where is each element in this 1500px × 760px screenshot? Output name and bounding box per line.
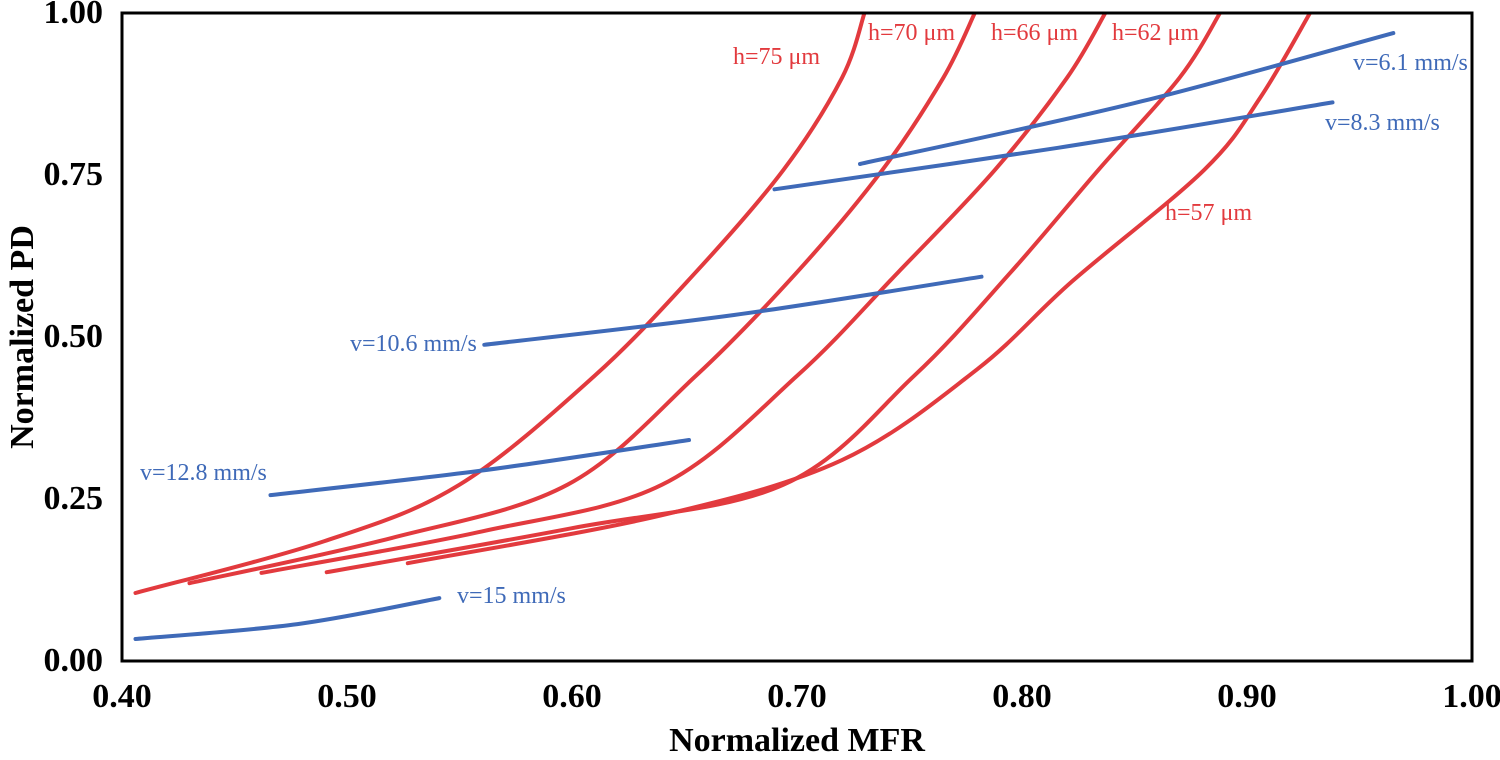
x-tick-label-0.50: 0.50 xyxy=(317,678,377,715)
y-tick-label-0.00: 0.00 xyxy=(43,642,104,679)
curve-label-v-15: v=15 mm/s xyxy=(457,583,566,609)
curve-h-66 xyxy=(259,13,1108,575)
curve-v-15 xyxy=(133,596,442,641)
curve-h-70 xyxy=(187,13,977,586)
x-tick-label-0.80: 0.80 xyxy=(992,678,1052,715)
y-tick-label-0.50: 0.50 xyxy=(43,318,104,355)
curve-label-h-70: h=70 μm xyxy=(868,20,956,46)
curve-h-75 xyxy=(133,13,867,595)
curve-h-62 xyxy=(324,13,1222,575)
y-tick-label-0.75: 0.75 xyxy=(43,156,104,193)
x-tick-label-0.90: 0.90 xyxy=(1217,678,1277,715)
y-tick-label-1.00: 1.00 xyxy=(43,0,104,31)
plot-border xyxy=(120,11,1474,663)
curve-label-h-57: h=57 μm xyxy=(1165,200,1253,226)
curve-v-6-1 xyxy=(858,31,1396,166)
x-tick-label-1.00: 1.00 xyxy=(1442,678,1500,715)
curve-label-v-6-1: v=6.1 mm/s xyxy=(1353,50,1468,76)
curve-v-8-3 xyxy=(772,100,1335,192)
curve-v-10-6 xyxy=(482,274,984,347)
y-tick-label-0.25: 0.25 xyxy=(43,480,104,517)
curve-label-h-75: h=75 μm xyxy=(733,44,821,70)
curve-h-57 xyxy=(405,13,1312,566)
curve-label-h-62: h=62 μm xyxy=(1112,20,1200,46)
x-axis-title: Normalized MFR xyxy=(669,722,925,759)
curve-label-v-10-6: v=10.6 mm/s xyxy=(350,331,477,357)
curve-v-12-8 xyxy=(268,438,691,498)
x-tick-label-0.40: 0.40 xyxy=(92,678,152,715)
curve-label-v-12-8: v=12.8 mm/s xyxy=(140,460,267,486)
x-tick-label-0.70: 0.70 xyxy=(767,678,827,715)
x-tick-label-0.60: 0.60 xyxy=(542,678,602,715)
curve-label-v-8-3: v=8.3 mm/s xyxy=(1325,110,1440,136)
curve-label-h-66: h=66 μm xyxy=(991,20,1079,46)
